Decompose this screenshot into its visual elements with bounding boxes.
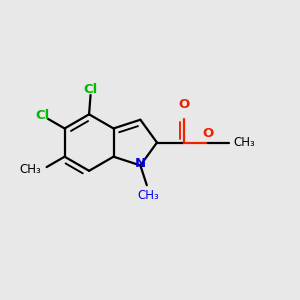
Text: O: O [202, 127, 213, 140]
Text: Cl: Cl [83, 83, 98, 97]
Text: N: N [135, 157, 146, 169]
Text: Cl: Cl [36, 110, 50, 122]
Text: CH₃: CH₃ [137, 189, 159, 202]
Text: O: O [178, 98, 189, 111]
Text: CH₃: CH₃ [233, 136, 255, 149]
Text: CH₃: CH₃ [20, 163, 41, 176]
